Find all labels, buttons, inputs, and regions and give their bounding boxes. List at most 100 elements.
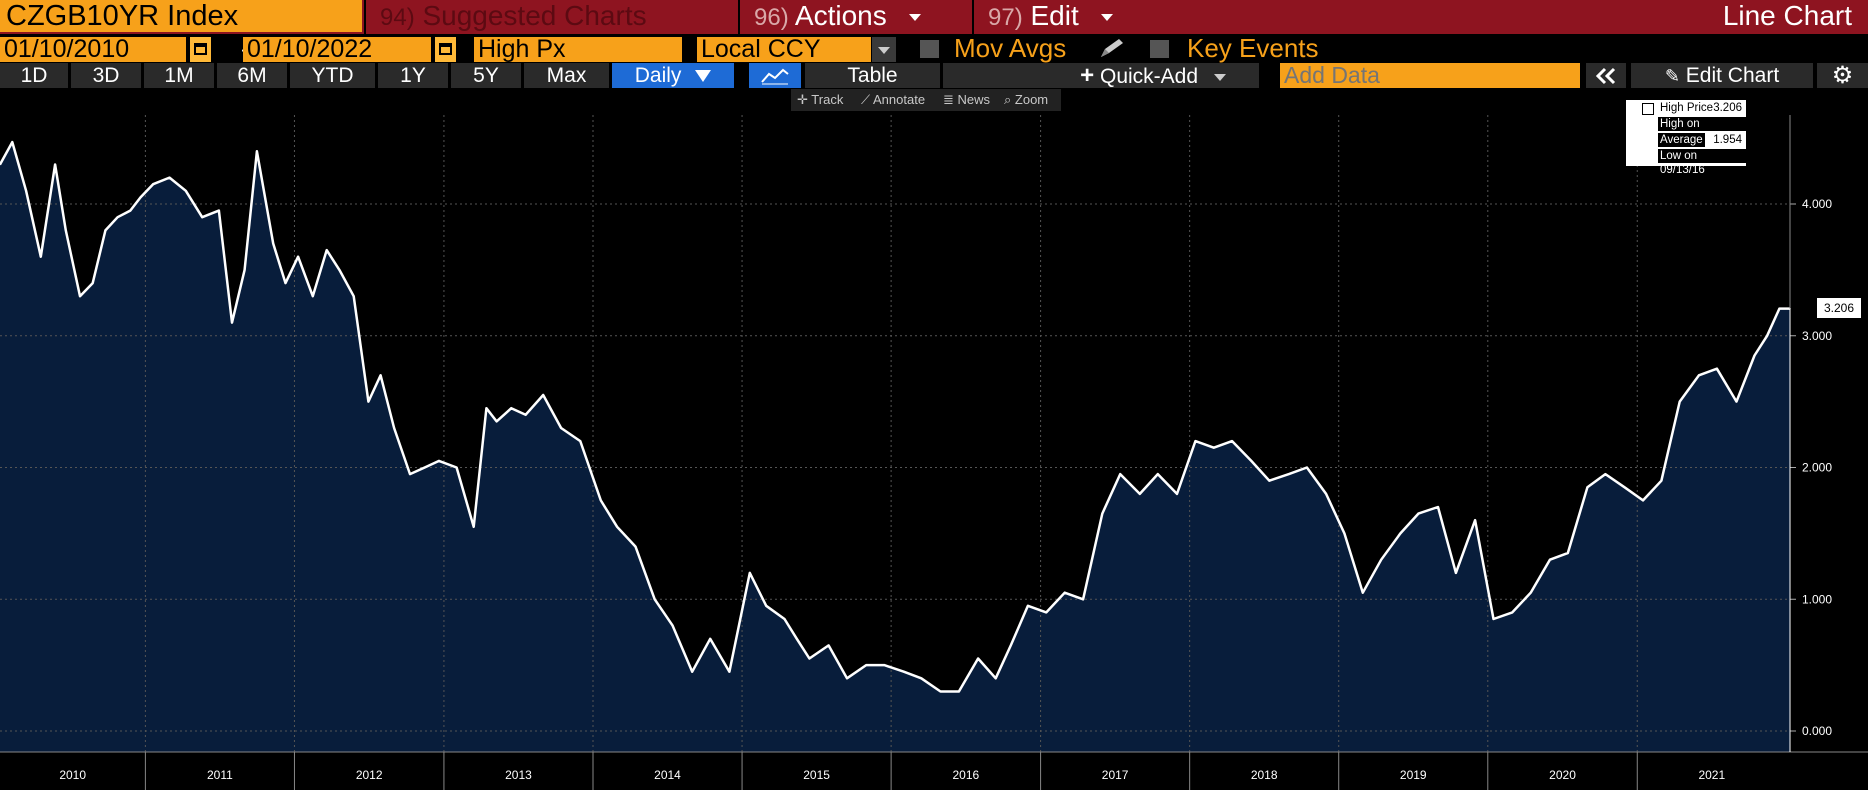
news-tool[interactable]: ≣ News (943, 90, 990, 110)
x-tick-label: 2021 (1698, 768, 1725, 782)
add-data-input[interactable] (1280, 63, 1580, 88)
track-tool[interactable]: ✛ Track (797, 90, 843, 110)
range-1y-button[interactable]: 1Y (378, 63, 448, 88)
x-tick-label: 2013 (505, 768, 532, 782)
key-events-checkbox[interactable] (1150, 40, 1169, 58)
data-point (455, 466, 458, 469)
data-point (1698, 374, 1700, 377)
range-3d-button[interactable]: 3D (71, 63, 141, 88)
data-point (728, 670, 731, 673)
data-point (1306, 466, 1308, 469)
annotate-icon: ⟋ (861, 92, 871, 107)
data-point (1010, 644, 1012, 647)
data-point (846, 677, 848, 680)
edit-chart-button[interactable]: ✎ Edit Chart (1631, 63, 1813, 88)
data-point (1474, 519, 1476, 521)
y-tick-label: 1.000 (1802, 592, 1832, 606)
data-point (1063, 591, 1066, 594)
periodicity-dropdown[interactable]: Daily (612, 63, 734, 88)
calendar-icon[interactable] (435, 37, 456, 62)
data-point (312, 295, 314, 297)
legend-row: High Price 3.206 (1626, 101, 1746, 116)
data-point (1082, 598, 1084, 601)
data-point (65, 229, 67, 232)
field-selector[interactable]: High Px (474, 37, 682, 62)
x-tick-label: 2011 (207, 768, 233, 782)
mov-avgs-label[interactable]: Mov Avgs (954, 33, 1067, 63)
annotate-label: Annotate (873, 92, 926, 107)
chevron-down-icon (1213, 73, 1226, 81)
data-point (560, 427, 562, 429)
legend-row: Low on 09/13/16 0.260 (1626, 149, 1746, 176)
data-point (1139, 493, 1141, 495)
data-point (1362, 591, 1364, 594)
end-date-field[interactable]: 01/10/2022 (243, 37, 431, 62)
suggested-charts-number: 94) (380, 4, 415, 31)
data-point (256, 150, 258, 153)
range-max-button[interactable]: Max (524, 63, 609, 88)
data-point (1176, 493, 1178, 495)
x-tick-label: 2016 (953, 768, 980, 782)
data-point (1380, 558, 1382, 561)
data-point (11, 141, 14, 143)
data-point (409, 473, 411, 475)
last-value-tag: 3.206 (1817, 298, 1861, 318)
legend-value: 0.260 (1713, 150, 1742, 162)
data-point (939, 690, 942, 693)
range-1m-button[interactable]: 1M (144, 63, 214, 88)
data-point (1529, 591, 1532, 594)
data-point (691, 670, 693, 673)
quick-add-button[interactable]: + Quick-Add (1047, 63, 1259, 88)
chevron-down-icon (1100, 14, 1113, 22)
data-point (1268, 479, 1271, 482)
line-chart-toggle[interactable] (749, 63, 801, 88)
price-chart[interactable]: 0.000 1.000 2.000 3.000 4.000 2010 2011 2012 201… (0, 115, 1868, 790)
range-6m-button[interactable]: 6M (217, 63, 287, 88)
legend-name: Low on 09/13/16 (1658, 149, 1746, 176)
data-point (0, 163, 1, 166)
news-icon: ≣ (943, 92, 954, 107)
data-point (579, 440, 582, 442)
edit-menu-button[interactable]: 97) Edit (972, 0, 1144, 34)
series-swatch (1642, 103, 1654, 115)
data-point (883, 664, 885, 666)
range-1d-button[interactable]: 1D (0, 63, 68, 88)
data-point (104, 229, 107, 232)
range-5y-button[interactable]: 5Y (451, 63, 521, 88)
pencil-icon[interactable] (1097, 37, 1127, 61)
legend-value: 1.954 (1713, 134, 1742, 146)
suggested-charts-button[interactable]: 94) Suggested Charts (364, 0, 736, 34)
actions-label: Actions (794, 0, 887, 31)
data-point (423, 466, 426, 469)
gear-icon[interactable]: ⚙ (1817, 63, 1868, 88)
x-tick-label: 2014 (654, 768, 681, 782)
collapse-button[interactable] (1586, 63, 1626, 88)
quick-add-label: Quick-Add (1099, 65, 1199, 88)
start-date-field[interactable]: 01/10/2010 (0, 37, 186, 62)
data-point (634, 545, 637, 548)
data-point (168, 176, 171, 179)
chart-type-label: Line Chart (1722, 0, 1852, 31)
data-point (116, 216, 119, 218)
data-point (284, 282, 287, 284)
annotate-tool[interactable]: ⟋ Annotate (861, 90, 925, 110)
currency-selector[interactable]: Local CCY (697, 37, 871, 62)
legend-value: 3.206 (1713, 102, 1742, 114)
crosshair-icon: ✛ (797, 92, 808, 107)
currency-dropdown-icon[interactable] (872, 37, 896, 62)
x-tick-label: 2010 (59, 768, 86, 782)
zoom-label: Zoom (1014, 92, 1049, 107)
key-events-label[interactable]: Key Events (1187, 33, 1319, 63)
x-tick-label: 2015 (803, 768, 830, 782)
zoom-tool[interactable]: ⌕ Zoom (1004, 90, 1048, 110)
data-point (994, 677, 997, 680)
ticker-field[interactable]: CZGB10YR Index (0, 0, 362, 32)
actions-menu-button[interactable]: 96) Actions (738, 0, 970, 34)
mov-avgs-checkbox[interactable] (920, 40, 939, 58)
data-point (325, 249, 328, 251)
calendar-icon[interactable] (190, 37, 211, 62)
edit-number: 97) (988, 4, 1023, 31)
table-button[interactable]: Table (805, 63, 940, 88)
toolbar-spacer (943, 63, 1058, 88)
range-ytd-button[interactable]: YTD (290, 63, 375, 88)
